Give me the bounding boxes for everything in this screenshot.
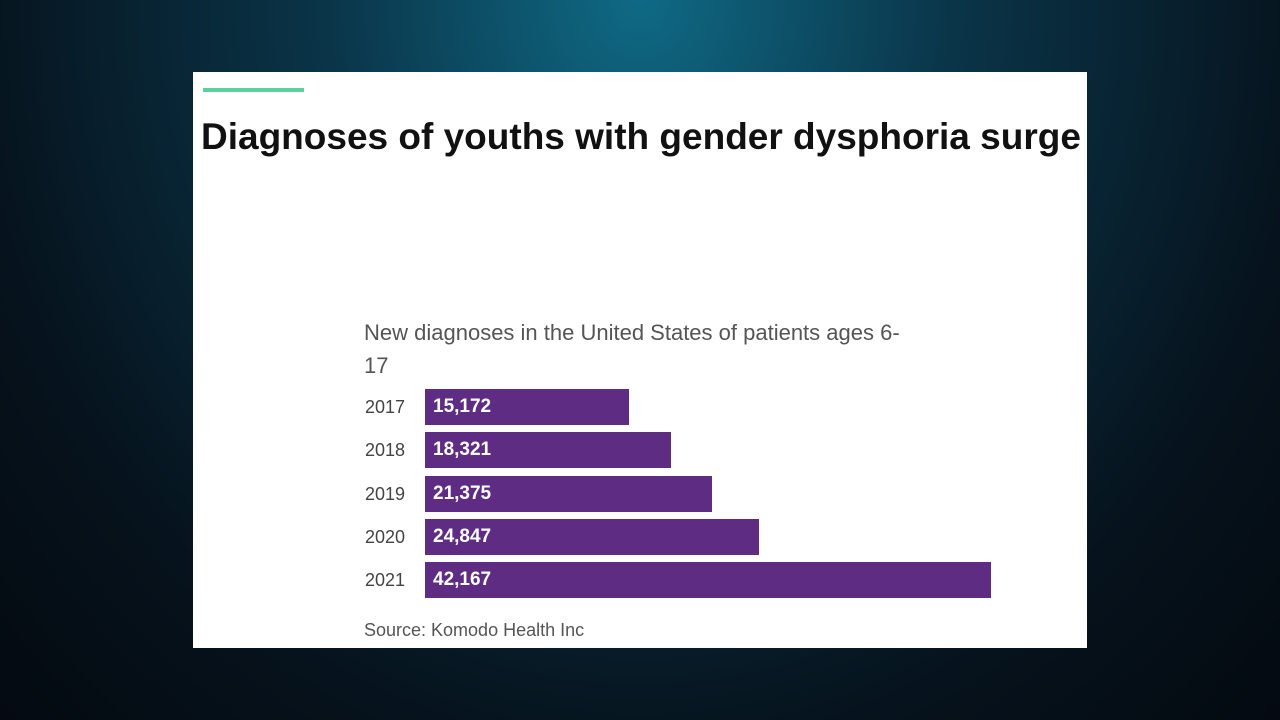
bar	[425, 562, 991, 599]
value-label: 21,375	[433, 482, 492, 504]
category-label: 2018	[365, 440, 406, 461]
value-label: 42,167	[433, 569, 492, 591]
bar	[425, 389, 629, 425]
chart-title: Diagnoses of youths with gender dysphori…	[201, 116, 1081, 157]
category-label: 2020	[365, 526, 406, 547]
value-label: 18,321	[433, 439, 492, 461]
value-label: 15,172	[433, 396, 492, 417]
bar	[425, 518, 759, 555]
category-label: 2019	[365, 483, 406, 504]
category-label: 2021	[365, 570, 406, 591]
chart-card: Diagnoses of youths with gender dysphori…	[193, 72, 1087, 648]
bar	[425, 432, 671, 469]
accent-line	[203, 88, 304, 92]
category-label: 2017	[365, 397, 406, 417]
source-note: Source: Komodo Health Inc	[364, 620, 585, 640]
value-label: 24,847	[433, 525, 492, 547]
bar	[425, 475, 712, 512]
chart-subtitle: New diagnoses in the United States of pa…	[364, 320, 900, 378]
